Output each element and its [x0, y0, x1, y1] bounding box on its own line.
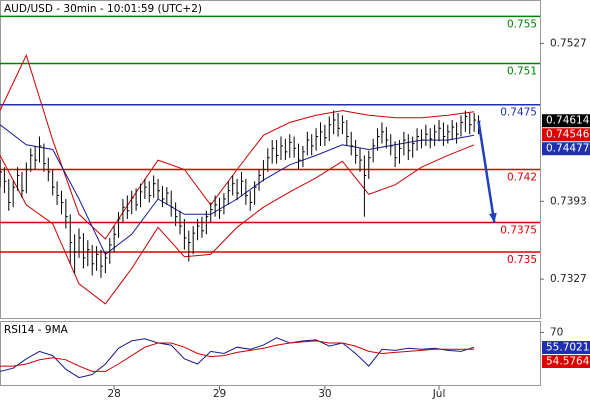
price-tag: [542, 142, 590, 156]
indicator-line: [0, 337, 475, 379]
plot-area: [0, 15, 540, 305]
level-label: 0.751: [507, 65, 537, 77]
plot-area: [0, 337, 475, 379]
title-bg: [1, 1, 197, 15]
price-tag-label: 0.74477: [546, 143, 589, 155]
y-tick-label: 0.7393: [550, 195, 587, 207]
title-bg: [1, 322, 71, 336]
panel-frame: [0, 0, 541, 319]
price-tag: [542, 114, 590, 128]
x-tick-label: 30: [318, 388, 331, 400]
price-tag-label: 0.74546: [546, 129, 590, 141]
level-label: 0.7475: [500, 107, 537, 119]
level-label: 0.755: [507, 18, 537, 30]
indicator-line: [0, 340, 475, 372]
arrow-head: [489, 212, 497, 223]
indicator-line: [0, 144, 475, 305]
y-tick-label: 0.7327: [550, 273, 587, 285]
level-label: 0.7375: [500, 225, 537, 237]
price-tag-label: 54.5764: [546, 356, 590, 368]
forecast-arrow: [477, 121, 496, 223]
price-tag: [542, 341, 590, 355]
panel-frame: [0, 321, 541, 386]
x-tick-label: 28: [107, 388, 120, 400]
x-tick-label: Jul: [432, 388, 446, 400]
level-label: 0.735: [507, 254, 537, 266]
price-tag: [542, 128, 590, 142]
price-tag-label: 55.7021: [546, 342, 589, 354]
indicator-line: [0, 53, 475, 240]
price-tag-label: 0.74614: [546, 115, 590, 127]
y-tick-label: 0.7527: [550, 37, 587, 49]
panel-title: RSI14 - 9MA: [4, 324, 69, 336]
x-tick-label: 29: [213, 388, 226, 400]
level-label: 0.742: [507, 172, 537, 184]
y-tick-label: 70: [550, 327, 563, 339]
price-tag: [542, 355, 590, 369]
panel-title: AUD/USD - 30min - 10:01:59 (UTC+2): [4, 3, 202, 15]
